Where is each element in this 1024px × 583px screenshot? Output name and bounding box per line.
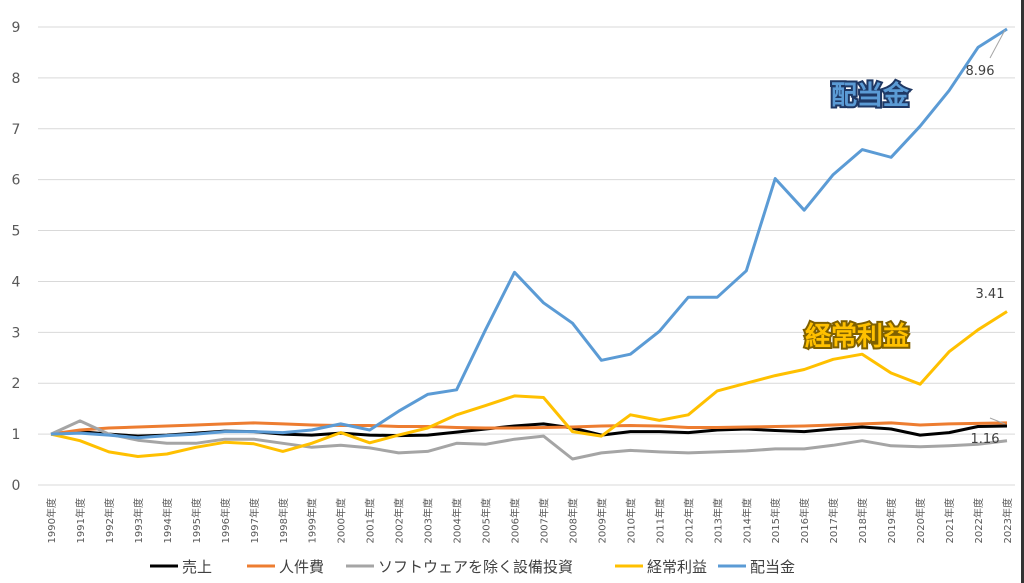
x-tick-label: 2012年度 — [682, 498, 695, 543]
x-tick-label: 2009年度 — [595, 498, 608, 543]
x-tick-label: 2023年度 — [1001, 498, 1014, 543]
x-tick-label: 2003年度 — [422, 498, 435, 543]
x-tick-label: 2017年度 — [827, 498, 840, 543]
y-tick-label: 2 — [12, 376, 21, 392]
series-line-3 — [50, 310, 1008, 458]
y-tick-label: 8 — [12, 71, 21, 87]
y-tick-label: 6 — [12, 173, 21, 189]
x-tick-label: 2016年度 — [798, 498, 811, 543]
x-tick-label: 2010年度 — [624, 498, 637, 543]
y-tick-label: 0 — [12, 478, 21, 494]
x-tick-label: 2004年度 — [451, 498, 464, 543]
x-tick-label: 2000年度 — [335, 498, 348, 543]
data-label-sales: 1.16 — [971, 432, 1000, 447]
legend-label: 経常利益 — [647, 558, 707, 576]
y-tick-label: 5 — [12, 224, 21, 240]
x-tick-label: 1998年度 — [277, 498, 290, 543]
x-tick-label: 2005年度 — [480, 498, 493, 543]
annotation-ordinary-profit: 経常利益 — [805, 321, 909, 352]
x-tick-label: 2019年度 — [885, 498, 898, 543]
x-tick-label: 2021年度 — [943, 498, 956, 543]
series-line-1 — [50, 421, 1008, 436]
y-tick-label: 7 — [12, 122, 21, 138]
leader-line — [989, 29, 1006, 59]
x-tick-label: 1990年度 — [45, 498, 58, 543]
x-tick-label: 1997年度 — [248, 498, 261, 543]
y-tick-label: 3 — [12, 325, 21, 341]
x-tick-label: 1991年度 — [74, 498, 87, 543]
series-line-4 — [50, 27, 1008, 440]
data-label-profit: 3.41 — [976, 287, 1005, 302]
x-tick-label: 2006年度 — [509, 498, 522, 543]
x-tick-label: 1996年度 — [219, 498, 232, 543]
y-tick-label: 9 — [12, 20, 21, 36]
x-tick-label: 2011年度 — [653, 498, 666, 543]
x-tick-label: 2008年度 — [566, 498, 579, 543]
x-tick-label: 2015年度 — [769, 498, 782, 543]
legend-label: 売上 — [182, 558, 212, 576]
x-tick-label: 2002年度 — [393, 498, 406, 543]
annotation-dividend: 配当金 — [831, 80, 910, 111]
x-tick-label: 2022年度 — [972, 498, 985, 543]
x-tick-label: 2001年度 — [364, 498, 377, 543]
data-label-dividend: 8.96 — [966, 64, 995, 79]
leader-line — [989, 417, 1006, 425]
x-tick-label: 1994年度 — [161, 498, 174, 543]
y-tick-label: 1 — [12, 427, 21, 443]
x-tick-label: 2014年度 — [740, 498, 753, 543]
x-tick-label: 2013年度 — [711, 498, 724, 543]
x-tick-label: 2020年度 — [914, 498, 927, 543]
y-tick-label: 4 — [12, 274, 21, 290]
series-line-2 — [50, 419, 1008, 461]
x-tick-label: 2007年度 — [537, 498, 550, 543]
x-tick-label: 1993年度 — [132, 498, 145, 543]
legend-label: 配当金 — [750, 558, 795, 576]
x-tick-label: 2018年度 — [856, 498, 869, 543]
x-tick-label: 1992年度 — [103, 498, 116, 543]
x-tick-label: 1999年度 — [306, 498, 319, 543]
x-tick-label: 1995年度 — [190, 498, 203, 543]
legend-label: ソフトウェアを除く設備投資 — [378, 558, 573, 576]
legend-label: 人件費 — [279, 558, 324, 576]
